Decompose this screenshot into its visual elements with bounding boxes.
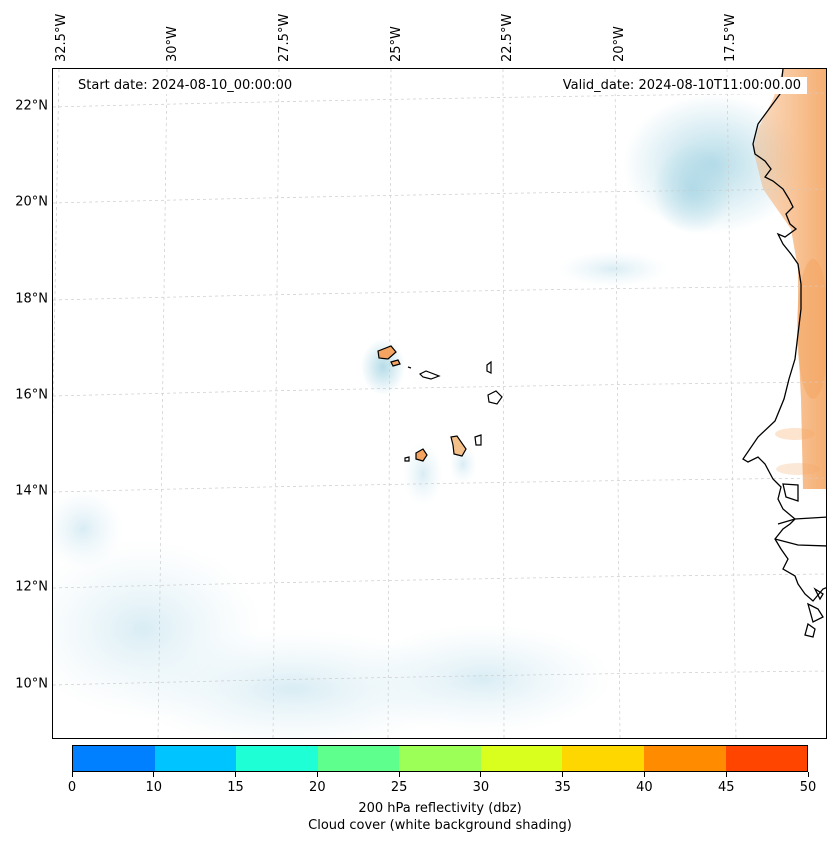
island-santo-antao [377,345,397,360]
colorbar-segment-5 [480,746,563,771]
lon-label-20w: 20°W [612,26,627,62]
island-brava [404,456,410,462]
island-sao-vicente [390,359,401,367]
colorbar-tick-label-8: 45 [717,780,735,795]
colorbar-tick-mark-5 [480,772,482,777]
lon-label-27-5w: 27.5°W [277,13,292,62]
colorbar-tick-mark-9 [807,772,809,777]
colorbar-title: 200 hPa reflectivity (dbz) [358,801,522,816]
colorbar-tick-label-5: 30 [472,780,490,795]
valid-date-label: Valid_date: 2024-08-10T11:00:00.00 [556,77,807,94]
cloud-patch-fogo [403,442,443,506]
colorbar-tick-mark-7 [643,772,645,777]
lat-label-20n: 20°N [15,194,48,210]
colorbar-subtitle: Cloud cover (white background shading) [308,818,572,833]
gridline-lon-27-5w [272,69,280,738]
colorbar-tick-label-7: 40 [636,780,653,795]
colorbar-tick-mark-1 [153,772,155,777]
gridline-lon-25w [387,69,392,738]
island-maio [474,434,482,446]
lat-label-22n: 22°N [15,98,48,114]
gridlines [53,69,826,738]
lon-label-25w: 25°W [389,26,404,62]
colorbar-segment-0 [73,746,155,771]
colorbar-tick-label-0: 0 [67,780,77,795]
colorbar-segment-1 [154,746,237,771]
colorbar-tick-label-2: 15 [227,780,244,795]
colorbar-tick-mark-8 [725,772,727,777]
cloud-patch-northeast-core [653,144,733,234]
colorbar-segment-3 [317,746,400,771]
reflectivity-patch-gambia [776,463,820,475]
colorbar-segment-2 [236,746,318,771]
colorbar-segment-4 [399,746,481,771]
cloud-cover-layer [53,94,803,738]
coastline-mainland [742,69,826,602]
lat-label-16n: 16°N [15,387,48,403]
colorbar [72,745,808,772]
reflectivity-layer [753,69,826,489]
gridline-lon-20w [614,69,621,738]
gridline-lon-17-5w [726,69,737,738]
colorbar-tick-label-3: 20 [309,780,326,795]
cloud-patch-santo-antao [361,339,405,395]
coastline-west-africa [742,69,826,638]
cloud-patch-west [53,489,123,569]
gridline-lat-18n [53,285,826,301]
colorbar-segment-7 [643,746,726,771]
cloud-patch-band-east [558,251,668,287]
coastline-guinea-bissau [813,587,824,601]
island-santa-luzia [407,366,412,369]
gridline-lon-30w [157,69,168,738]
colorbar-tick-mark-3 [316,772,318,777]
colorbar-tick-label-6: 35 [554,780,571,795]
lat-label-14n: 14°N [15,483,48,499]
colorbar-tick-label-9: 50 [799,780,817,795]
colorbar-tick-mark-6 [562,772,564,777]
map-canvas [53,69,826,738]
cabo-verde-islands [377,345,503,462]
coastline-bissagos-1 [806,602,824,623]
island-sao-nicolau [418,370,441,380]
island-santiago [450,435,467,457]
colorbar-tick-mark-4 [398,772,400,777]
reflectivity-patch-senegal [775,428,815,440]
lat-label-12n: 12°N [15,579,48,595]
coastline-gambia [777,516,826,525]
coastline-bissagos-2 [804,622,816,638]
cloud-patch-south-central [353,624,613,734]
island-boa-vista [487,390,503,405]
lat-label-10n: 10°N [15,676,48,692]
lon-label-22-5w: 22.5°W [500,13,515,62]
colorbar-tick-label-1: 10 [145,780,163,795]
colorbar-segment-8 [725,746,808,771]
map-panel[interactable] [52,68,827,739]
gridline-lat-16n [53,381,826,397]
island-fogo [415,448,428,462]
lon-label-17-5w: 17.5°W [723,13,738,62]
gridline-lon-22-5w [502,69,505,738]
lon-label-32-5w: 32.5°W [54,13,69,62]
coastline-casamance [774,538,826,547]
colorbar-tick-mark-0 [71,772,73,777]
colorbar-tick-mark-2 [235,772,237,777]
coastline-senegal-river [782,483,799,502]
lat-label-18n: 18°N [15,291,48,307]
start-date-label: Start date: 2024-08-10_00:00:00 [72,77,299,94]
colorbar-tick-label-4: 25 [390,780,408,795]
colorbar-segment-6 [562,746,644,771]
island-sal [486,360,492,374]
lon-label-30w: 30°W [165,26,180,62]
reflectivity-core-coast [797,259,826,399]
